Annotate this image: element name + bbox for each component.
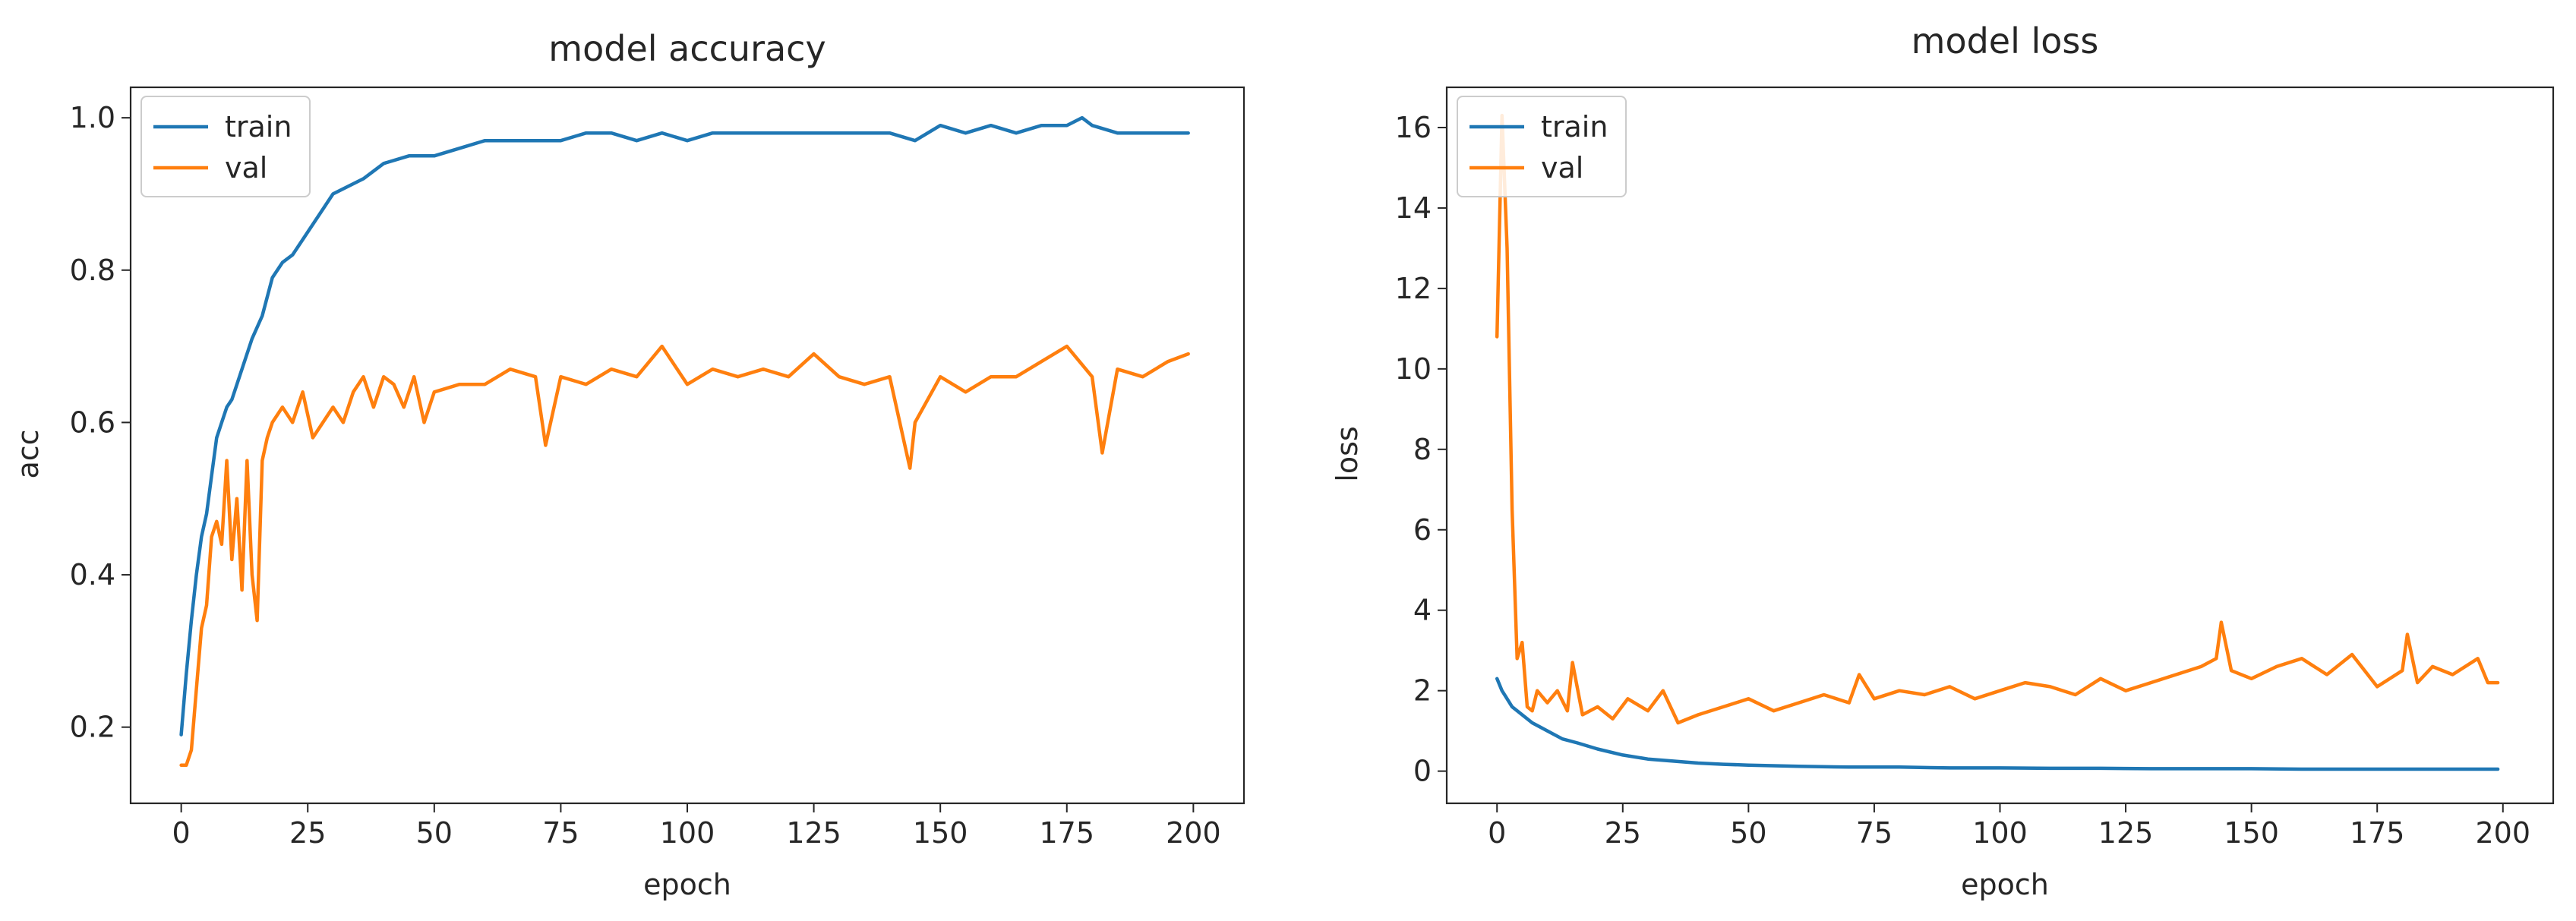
accuracy-x-tick-label: 125 — [786, 816, 841, 850]
accuracy-x-tick-label: 200 — [1166, 816, 1221, 850]
loss-y-tick-label: 12 — [1395, 272, 1432, 305]
loss-y-tick-label: 0 — [1413, 755, 1432, 788]
loss-x-tick-label: 100 — [1972, 816, 2028, 850]
accuracy-legend-box — [140, 96, 311, 197]
accuracy-plot-area: 0 25 50 75 100 125 150 175 200 0.2 0.4 0.6 0.8 1.0 tra… — [70, 86, 1245, 850]
accuracy-y-tick-label: 1.0 — [70, 101, 115, 134]
loss-x-tick-label: 50 — [1730, 816, 1766, 850]
loss-y-tick-label: 4 — [1413, 594, 1432, 627]
loss-chart: model loss epoch loss 0 25 50 75 100 125 150 17… — [1331, 21, 2555, 901]
accuracy-x-tick-label: 50 — [416, 816, 453, 850]
loss-series-val-line — [1495, 113, 2500, 725]
loss-x-tick-label: 75 — [1856, 816, 1893, 850]
loss-y-axis-label: loss — [1331, 426, 1364, 481]
accuracy-series-train-line — [179, 115, 1190, 736]
loss-legend-box — [1457, 96, 1627, 197]
loss-x-axis-label: epoch — [1961, 868, 2049, 901]
accuracy-x-axis-label: epoch — [643, 868, 731, 901]
accuracy-chart: model accuracy epoch acc 0 25 50 75 100 125 15… — [11, 28, 1245, 901]
accuracy-y-tick-label: 0.6 — [70, 405, 115, 439]
accuracy-y-tick-label: 0.4 — [70, 558, 115, 591]
accuracy-x-tick-label: 150 — [913, 816, 968, 850]
loss-x-tick-label: 150 — [2224, 816, 2279, 850]
loss-y-tick-label: 14 — [1395, 191, 1432, 225]
accuracy-x-tick-label: 25 — [289, 816, 326, 850]
loss-y-tick-label: 6 — [1413, 513, 1432, 547]
accuracy-series-val-line — [179, 344, 1190, 768]
accuracy-x-tick-label: 100 — [660, 816, 715, 850]
loss-chart-title: model loss — [1911, 21, 2099, 62]
loss-plot-area: 0 25 50 75 100 125 150 175 200 0 2 4 6 8 10 12 14 16 train… — [1395, 86, 2555, 850]
loss-legend-label-val: val — [1541, 151, 1583, 185]
loss-x-tick-label: 125 — [2098, 816, 2154, 850]
loss-x-tick-label: 25 — [1605, 816, 1641, 850]
loss-legend-label-train: train — [1541, 110, 1608, 144]
loss-y-tick-label: 8 — [1413, 433, 1432, 466]
accuracy-x-tick-label: 75 — [542, 816, 579, 850]
accuracy-x-tick-label: 0 — [172, 816, 191, 850]
accuracy-legend-label-val: val — [225, 151, 267, 185]
loss-x-tick-label: 0 — [1488, 816, 1506, 850]
loss-y-tick-label: 16 — [1395, 111, 1432, 144]
accuracy-legend-label-train: train — [225, 110, 292, 144]
loss-series-train-line — [1495, 677, 2500, 771]
loss-y-tick-label: 2 — [1413, 674, 1432, 708]
accuracy-y-tick-label: 0.8 — [70, 254, 115, 287]
accuracy-x-tick-label: 175 — [1040, 816, 1095, 850]
loss-x-tick-label: 175 — [2350, 816, 2405, 850]
loss-legend: train val — [1457, 96, 1627, 197]
accuracy-chart-title: model accuracy — [548, 28, 826, 69]
accuracy-y-tick-label: 0.2 — [70, 711, 115, 744]
accuracy-y-axis-label: acc — [11, 429, 45, 478]
loss-y-tick-label: 10 — [1395, 352, 1432, 386]
accuracy-legend: train val — [140, 96, 311, 197]
loss-x-tick-label: 200 — [2476, 816, 2531, 850]
